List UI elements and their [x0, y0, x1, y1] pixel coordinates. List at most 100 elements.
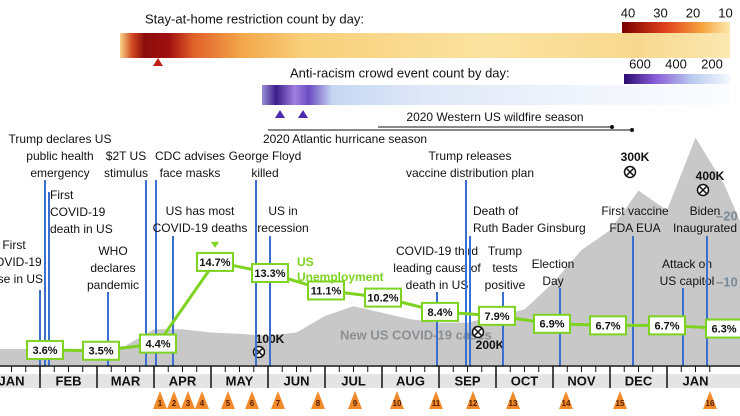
- event-label: pandemic: [87, 278, 139, 292]
- cases-area: [0, 137, 740, 365]
- y-tick-label: –20: [716, 208, 738, 223]
- event-label: First vaccine: [601, 204, 669, 218]
- event-number: 4: [200, 399, 205, 408]
- event-label: Trump releases: [429, 149, 512, 163]
- unemployment-label: 11.1%: [311, 285, 342, 297]
- event-number: 6: [250, 399, 255, 408]
- event-label: US capitol: [660, 274, 715, 288]
- event-label: Day: [542, 274, 563, 288]
- event-number-marker: [271, 391, 285, 409]
- unemployment-point: [533, 313, 571, 334]
- unemployment-label: 3.6%: [32, 345, 57, 357]
- unemployment-point: [648, 315, 686, 336]
- event-number-marker: [613, 391, 627, 409]
- event-number-marker: [221, 391, 235, 409]
- unemployment-point: [251, 263, 289, 284]
- event-label: US in: [268, 204, 297, 218]
- event-number: 16: [706, 399, 715, 408]
- event-label: First: [50, 188, 74, 202]
- event-label: Trump declares US: [9, 132, 112, 146]
- event-number-marker: [153, 391, 167, 409]
- marker: [153, 58, 163, 66]
- month-label: JUN: [283, 373, 309, 388]
- event-label: FDA EUA: [609, 221, 660, 235]
- legend-tick-label: 400: [665, 56, 687, 71]
- unemployment-point: [139, 333, 177, 354]
- event-number: 1: [158, 399, 163, 408]
- event-number-marker: [181, 391, 195, 409]
- legend-colorbar: [622, 22, 730, 33]
- month-label: MAR: [111, 373, 141, 388]
- month-label: APR: [169, 373, 197, 388]
- heatmap-stay-at-home: [120, 33, 730, 58]
- marker: [298, 110, 308, 118]
- time-axis: JAN FEB MAR APR MAY JUN JUL AUG SEP OCT NOV DEC JAN 1…: [0, 365, 740, 409]
- event-label: case in US: [0, 272, 43, 286]
- event-number-marker: [466, 391, 480, 409]
- unemployment-label: 6.7%: [595, 320, 620, 332]
- event-label: killed: [251, 166, 278, 180]
- event-label: COVID-19 deaths: [153, 221, 248, 235]
- legend-tick-label: 200: [701, 56, 723, 71]
- legend-tick-label: 600: [629, 56, 651, 71]
- event-label: Death of: [473, 204, 519, 218]
- event-label: COVID-19 third: [396, 244, 478, 258]
- event-number-marker: [506, 391, 520, 409]
- event-number-marker: [245, 391, 259, 409]
- unemployment-point: [364, 287, 402, 308]
- unemployment-label: 13.3%: [254, 268, 285, 280]
- event-number: 5: [226, 399, 231, 408]
- event-number: 2: [172, 399, 177, 408]
- season-end: [610, 125, 614, 129]
- event-label: $2T US: [106, 149, 146, 163]
- event-label: leading cause of: [393, 261, 481, 275]
- peak-marker: [211, 241, 219, 248]
- event-number-marker: [703, 391, 717, 409]
- month-label: JAN: [0, 373, 25, 388]
- heatmap-title: Anti-racism crowd event count by day:: [290, 65, 510, 80]
- event-label: Biden: [690, 204, 721, 218]
- events-layer: First COVID-19 case in US Trump declares US…: [0, 132, 737, 366]
- unemployment-point: [589, 315, 627, 336]
- unemployment-label: 8.4%: [427, 307, 452, 319]
- event-label: public health: [26, 149, 93, 163]
- event-number-marker: [390, 391, 404, 409]
- event-label: Ruth Bader Ginsburg: [473, 221, 586, 235]
- event-label: stimulus: [104, 166, 148, 180]
- event-number-marker: [429, 391, 443, 409]
- event-number-marker: [559, 391, 573, 409]
- unemployment-label: 6.9%: [539, 319, 564, 331]
- event-number: 11: [432, 399, 441, 408]
- unemployment-label: 3.5%: [88, 346, 113, 358]
- unemployment-point: [478, 305, 516, 326]
- event-number-marker: [195, 391, 209, 409]
- event-label: Inaugurated: [673, 221, 737, 235]
- milestone-marker: [698, 185, 708, 195]
- event-label: face masks: [160, 166, 221, 180]
- axis-band: [0, 374, 740, 388]
- milestone-label: 200K: [476, 338, 505, 352]
- month-label: FEB: [56, 373, 82, 388]
- unemployment-layer: 3.6% 3.5% 4.4% 14.7% 13.3% 11.1% 10.2% 8.4% 7.9%…: [26, 241, 740, 361]
- event-number-marker: [348, 391, 362, 409]
- unemployment-label: 6.7%: [654, 320, 679, 332]
- unemployment-point: [421, 301, 459, 322]
- month-label: MAY: [226, 373, 254, 388]
- unemployment-point: [82, 340, 120, 361]
- event-label: emergency: [30, 166, 89, 180]
- month-label: AUG: [396, 373, 425, 388]
- month-label: JUL: [341, 373, 366, 388]
- event-number: 7: [276, 399, 281, 408]
- event-label: Election: [532, 257, 575, 271]
- milestone-label: 300K: [621, 150, 650, 164]
- season-label: 2020 Atlantic hurricane season: [263, 132, 427, 146]
- month-label: DEC: [625, 373, 653, 388]
- legend-colorbar: [624, 74, 730, 84]
- event-label: positive: [485, 278, 526, 292]
- event-number-marker: [167, 391, 181, 409]
- event-number: 9: [353, 399, 358, 408]
- event-label: George Floyd: [229, 149, 302, 163]
- month-label: OCT: [511, 373, 539, 388]
- event-label: First: [2, 238, 26, 252]
- event-label: CDC advises: [155, 149, 225, 163]
